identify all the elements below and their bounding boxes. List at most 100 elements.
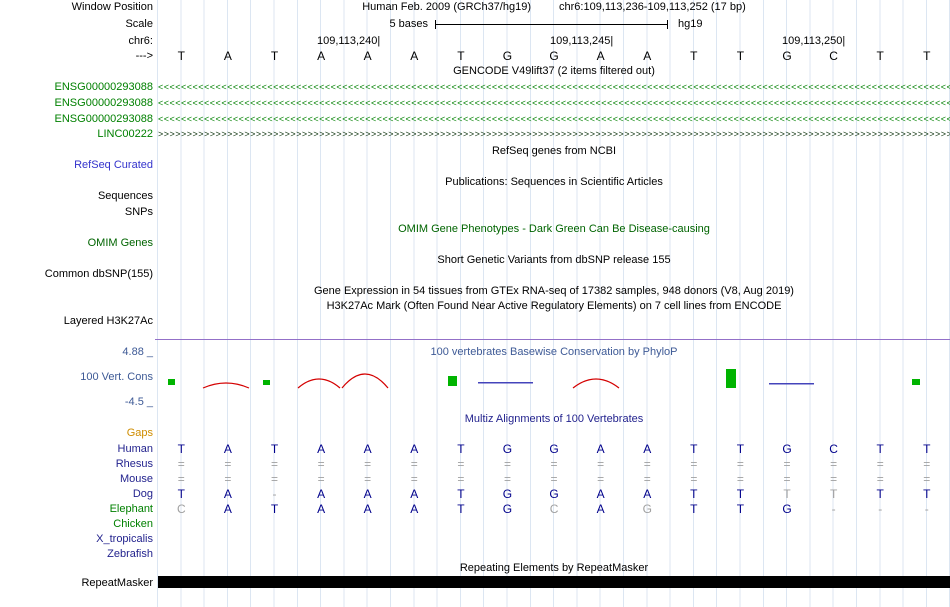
conservation-mark-red-arc [341, 373, 389, 389]
multiz-track-title[interactable]: Multiz Alignments of 100 Vertebrates [464, 413, 644, 425]
window-position-row: Window Position Human Feb. 2009 (GRCh37/… [0, 1, 950, 15]
window-position-label: Window Position [71, 1, 153, 13]
gene-strand-arrows[interactable]: <<<<<<<<<<<<<<<<<<<<<<<<<<<<<<<<<<<<<<<<… [158, 98, 950, 108]
multiz-row-mouse: Mouse = = = = = = = = = = = = = = = = = [0, 472, 950, 487]
species-label-mouse[interactable]: Mouse [119, 473, 153, 485]
species-label-rhesus[interactable]: Rhesus [115, 458, 153, 470]
h3k27ac-track-title[interactable]: H3K27Ac Mark (Often Found Near Active Re… [326, 300, 782, 312]
common-dbsnp-label[interactable]: Common dbSNP(155) [44, 268, 153, 280]
base-letter: A [223, 49, 232, 63]
assembly-name: Human Feb. 2009 (GRCh37/hg19) [362, 1, 531, 13]
gene-row: ENSG00000293088 <<<<<<<<<<<<<<<<<<<<<<<<<… [0, 96, 950, 111]
coordinate-tick: 109,113,245| [550, 35, 614, 47]
gene-row: ENSG00000293088 <<<<<<<<<<<<<<<<<<<<<<<<<… [0, 112, 950, 127]
snps-label[interactable]: SNPs [124, 206, 153, 218]
conservation-mark-red-arc [572, 378, 620, 389]
multiz-row-x_tropicalis: X_tropicalis [0, 532, 950, 547]
base-letter: T [177, 49, 185, 63]
conservation-mark-red-arc [202, 382, 250, 389]
conservation-mark-green-bar [448, 376, 457, 386]
conservation-mark-green-bar [168, 379, 175, 385]
gaps-label[interactable]: Gaps [126, 427, 153, 439]
species-label-elephant[interactable]: Elephant [109, 503, 153, 515]
conservation-track-label[interactable]: 100 Vert. Cons [80, 371, 153, 383]
repeatmasker-bar[interactable] [158, 576, 950, 588]
multiz-row-dog: Dog T A - A A A T G G A A T T T T T T [0, 487, 950, 502]
layered-h3k27ac-label[interactable]: Layered H3K27Ac [63, 315, 153, 327]
conservation-mark-green-bar [726, 369, 736, 388]
species-label-x_tropicalis[interactable]: X_tropicalis [96, 533, 153, 545]
scale-value: 5 bases [389, 18, 428, 30]
gene-strand-arrows[interactable]: >>>>>>>>>>>>>>>>>>>>>>>>>>>>>>>>>>>>>>>>… [158, 129, 950, 139]
conservation-mark-blue-line [769, 383, 814, 385]
repeatmasker-label[interactable]: RepeatMasker [81, 577, 153, 589]
gene-label[interactable]: ENSG00000293088 [54, 97, 153, 109]
base-letter: T [736, 49, 745, 63]
multiz-row-rhesus: Rhesus = = = = = = = = = = = = = = = = = [0, 457, 950, 472]
base-letter: T [457, 49, 465, 63]
gene-label[interactable]: ENSG00000293088 [54, 81, 153, 93]
window-position-value: Human Feb. 2009 (GRCh37/hg19) chr6:109,11… [158, 1, 950, 14]
species-label-zebrafish[interactable]: Zebrafish [107, 548, 153, 560]
multiz-row-chicken: Chicken [0, 517, 950, 532]
repeatmasker-track-title[interactable]: Repeating Elements by RepeatMasker [459, 562, 649, 574]
publications-track-title[interactable]: Publications: Sequences in Scientific Ar… [445, 176, 663, 188]
base-letter: A [363, 49, 372, 63]
base-letter: A [643, 49, 652, 63]
base-letter: A [596, 49, 605, 63]
gene-row: ENSG00000293088 <<<<<<<<<<<<<<<<<<<<<<<<<… [0, 80, 950, 95]
conservation-track-title[interactable]: 100 vertebrates Basewise Conservation by… [430, 346, 678, 358]
refseq-curated-label[interactable]: RefSeq Curated [74, 159, 153, 171]
coordinate-tick: 109,113,250| [782, 35, 846, 47]
coordinates-row: chr6: 109,113,240| 109,113,245| 109,113,… [0, 35, 950, 49]
conservation-mark-blue-line [478, 382, 533, 384]
reference-sequence-row: ---> T A T A A A T G G A A T T G C T T [0, 50, 950, 64]
conservation-mark-red-arc [297, 378, 341, 389]
scale-bar [435, 20, 668, 29]
coordinate-tick: 109,113,240| [317, 35, 381, 47]
gene-label[interactable]: LINC00222 [97, 128, 153, 140]
scale-row: Scale 5 bases hg19 [0, 18, 950, 32]
alignment-bases-mouse[interactable]: = = = = = = = = = = = = = = = = = [177, 472, 931, 486]
base-letter: T [270, 49, 279, 63]
species-label-chicken[interactable]: Chicken [113, 518, 153, 530]
dbsnp-track-title[interactable]: Short Genetic Variants from dbSNP releas… [437, 254, 671, 266]
track-separator [155, 339, 950, 340]
chrom-label: chr6: [128, 35, 153, 47]
base-letter: T [876, 49, 884, 63]
gencode-track-title[interactable]: GENCODE V49lift37 (2 items filtered out) [453, 65, 655, 77]
conservation-scale-max: 4.88 _ [122, 346, 153, 358]
multiz-row-elephant: Elephant C A T A A A T G C A G T T G - - - [0, 502, 950, 517]
gene-strand-arrows[interactable]: <<<<<<<<<<<<<<<<<<<<<<<<<<<<<<<<<<<<<<<<… [158, 114, 950, 124]
base-letter: A [317, 49, 326, 63]
species-label-human[interactable]: Human [117, 443, 153, 455]
alignment-bases-rhesus[interactable]: = = = = = = = = = = = = = = = = = [177, 457, 931, 471]
gencode-gene-rows: ENSG00000293088 <<<<<<<<<<<<<<<<<<<<<<<<<… [0, 80, 950, 142]
omim-track-title[interactable]: OMIM Gene Phenotypes - Dark Green Can Be… [398, 223, 710, 235]
grid-guidelines [157, 0, 950, 607]
base-letter: A [410, 49, 419, 63]
omim-genes-label[interactable]: OMIM Genes [87, 237, 153, 249]
conservation-plot[interactable] [158, 352, 950, 404]
conservation-mark-green-bar [263, 380, 270, 385]
base-letter: T [690, 49, 698, 63]
base-letter: T [923, 49, 931, 63]
gtex-track-title[interactable]: Gene Expression in 54 tissues from GTEx … [314, 285, 794, 297]
gene-strand-arrows[interactable]: <<<<<<<<<<<<<<<<<<<<<<<<<<<<<<<<<<<<<<<<… [158, 82, 950, 92]
strand-arrow-label: ---> [135, 50, 153, 62]
base-letter: C [829, 49, 838, 63]
species-label-dog[interactable]: Dog [132, 488, 153, 500]
scale-label: Scale [125, 18, 153, 30]
base-letter: G [549, 49, 559, 63]
base-letter: G [502, 49, 513, 63]
refseq-track-title[interactable]: RefSeq genes from NCBI [491, 145, 617, 157]
gene-row: LINC00222 >>>>>>>>>>>>>>>>>>>>>>>>>>>>>>>… [0, 127, 950, 142]
gene-label[interactable]: ENSG00000293088 [54, 113, 153, 125]
sequences-label[interactable]: Sequences [97, 190, 153, 202]
multiz-row-human: Human T A T A A A T G G A A T T G C T T [0, 442, 950, 457]
